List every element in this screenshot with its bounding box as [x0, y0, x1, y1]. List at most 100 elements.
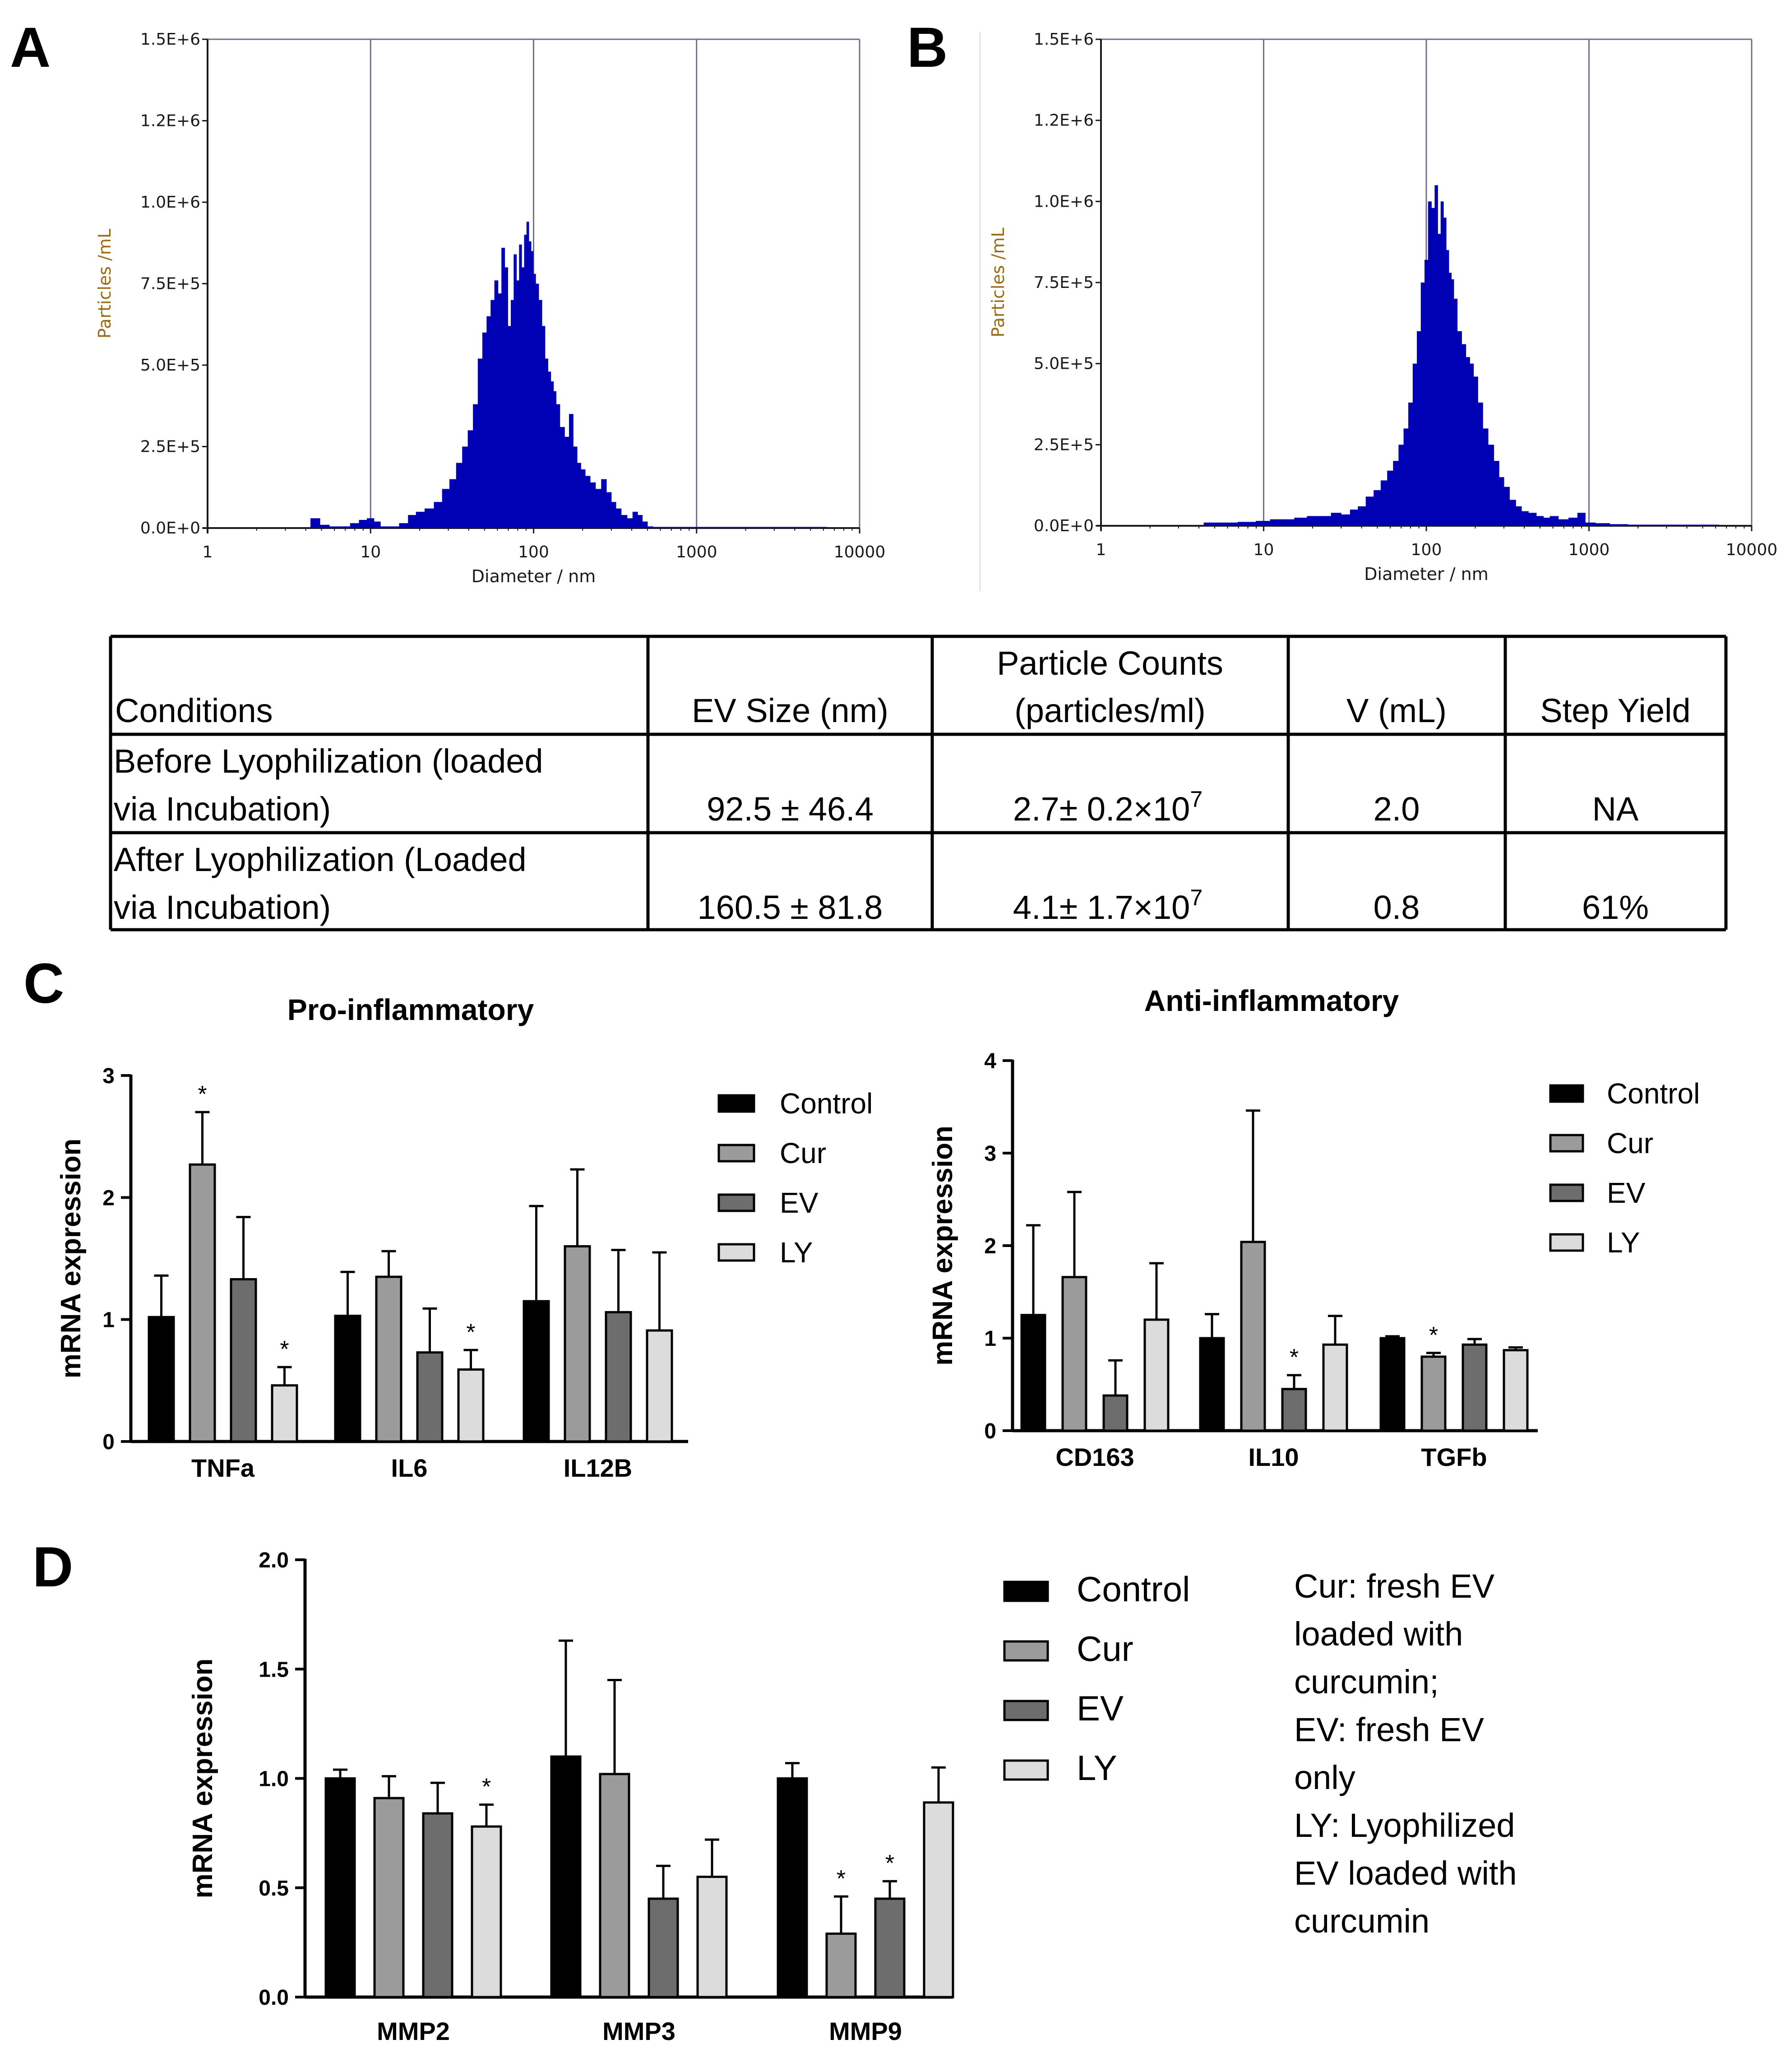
significance-mark: * [1429, 1322, 1438, 1349]
legend-item-control: Control [1607, 1077, 1700, 1110]
histogram-bin [1509, 500, 1516, 526]
table-cell-conditions: Before Lyophilization (loaded [114, 742, 543, 780]
histogram-bin [632, 511, 638, 528]
x-tick-label: 10000 [834, 543, 886, 561]
histogram-bin [545, 358, 548, 528]
legend-item-ly: LY [780, 1236, 813, 1269]
histogram-bin [1521, 511, 1529, 526]
note-line: only [1294, 1759, 1355, 1796]
category-label: MMP3 [602, 2017, 675, 2045]
histogram-bin [1424, 260, 1429, 526]
table-cell-size: 160.5 ± 81.8 [698, 889, 883, 926]
legend-item-control: Control [780, 1087, 873, 1120]
bar-ly-il6 [457, 1368, 485, 1443]
histogram-bin [1374, 490, 1381, 526]
legend-anti: Control Cur EV LY [1549, 1077, 1700, 1259]
histogram-bin [1365, 496, 1374, 526]
significance-mark: * [280, 1336, 289, 1363]
x-axis-label: Diameter / nm [1364, 564, 1488, 584]
y-tick-label: 1.2E+6 [1034, 111, 1094, 130]
histogram-bin [1585, 522, 1596, 526]
note-line: loaded with [1294, 1615, 1463, 1653]
legend-item-cur: Cur [780, 1137, 826, 1169]
histogram-bin [477, 358, 483, 528]
nta-histogram-before: 0.0E+0 2.5E+5 5.0E+5 7.5E+5 1.0E+6 1.2E+6 1.5E… [95, 30, 885, 586]
histogram-bin [508, 326, 511, 528]
histogram-bin [1499, 477, 1504, 526]
histogram-bin [627, 518, 633, 528]
histogram-bin [1483, 428, 1489, 526]
histogram-bin [548, 371, 551, 528]
legend-swatch [1003, 1581, 1049, 1602]
bar-ev-il10 [1281, 1388, 1307, 1432]
bar-ev-mmp9 [874, 1897, 906, 1998]
histogram-bin [1282, 519, 1295, 526]
legend-item-ly: LY [1077, 1748, 1117, 1788]
histogram-bin [536, 283, 539, 528]
category-label: TGFb [1421, 1443, 1487, 1471]
x-tick-label: 10 [1253, 541, 1274, 559]
x-tick-label: 1000 [676, 543, 717, 561]
histogram-bin [1652, 524, 1685, 526]
histogram-bin [504, 267, 508, 528]
category-label: MMP9 [829, 2017, 902, 2045]
table-cell-exponent: 7 [1190, 885, 1203, 910]
chart-title: Pro-inflammatory [287, 993, 534, 1026]
histogram-bin [456, 463, 463, 528]
note-line: curcumin; [1294, 1663, 1439, 1701]
y-tick-label: 1.5 [259, 1658, 289, 1682]
bar-cur-il10 [1240, 1241, 1266, 1432]
histogram-bin [340, 526, 351, 528]
histogram-bin [647, 526, 653, 528]
histogram-bin [1256, 521, 1271, 526]
histogram-bin [486, 316, 491, 528]
x-axis-label: Diameter / nm [472, 566, 596, 586]
x-tick-label: 1 [1096, 541, 1106, 559]
histogram-bin [522, 267, 525, 528]
y-axis-label: Particles /mL [988, 227, 1008, 337]
y-tick-label: 2 [102, 1186, 115, 1210]
legend-item-cur: Cur [1077, 1629, 1133, 1669]
histogram-bin [638, 515, 643, 528]
histogram-bin [1319, 516, 1332, 526]
histogram-bin [760, 527, 785, 528]
histogram-bin [442, 489, 450, 528]
histogram-bin [526, 222, 529, 528]
legend-swatch [717, 1144, 755, 1163]
panel-label-a: A [10, 16, 51, 79]
y-tick-label: 1.5E+6 [140, 30, 200, 49]
histogram-bin [673, 527, 689, 528]
histogram-bin [1709, 524, 1720, 526]
y-tick-label: 0 [984, 1419, 996, 1443]
histogram-bin [538, 300, 542, 528]
histogram-bin [1408, 402, 1413, 526]
histogram-bin [556, 404, 560, 528]
bar-cur-il12b [564, 1245, 591, 1443]
y-tick-label: 2.0 [259, 1548, 289, 1572]
y-tick-label: 1 [984, 1327, 996, 1351]
histogram-bin [1568, 518, 1578, 526]
y-tick-label: 1.0 [259, 1767, 289, 1791]
table-cell-conditions: After Lyophilization (Loaded [114, 841, 527, 878]
bar-cur-cd163 [1061, 1276, 1087, 1432]
table-header-count-line2: (particles/ml) [1014, 692, 1205, 729]
bar-control-il10 [1199, 1337, 1225, 1432]
legend-mmp: Control Cur EV LY [1003, 1569, 1190, 1788]
legend-swatch [1003, 1700, 1049, 1721]
significance-mark: * [885, 1850, 894, 1877]
histogram-bin [449, 479, 457, 528]
bar-ev-tnfa [230, 1278, 257, 1443]
bar-control-tnfa [148, 1316, 175, 1443]
histogram-bin [490, 300, 495, 528]
bar-ev-il12b [605, 1311, 632, 1443]
histogram-bin [1431, 208, 1435, 526]
legend-pro: Control Cur EV LY [717, 1087, 873, 1269]
table-header-size: EV Size (nm) [692, 692, 888, 729]
histogram-bin [621, 515, 628, 528]
legend-swatch [1003, 1640, 1049, 1662]
histogram-bin [1516, 506, 1522, 526]
histogram-bin [1453, 298, 1458, 526]
table-cell-conditions: via Incubation) [114, 889, 331, 926]
y-tick-label: 3 [984, 1142, 996, 1166]
histogram-bin [424, 508, 435, 528]
